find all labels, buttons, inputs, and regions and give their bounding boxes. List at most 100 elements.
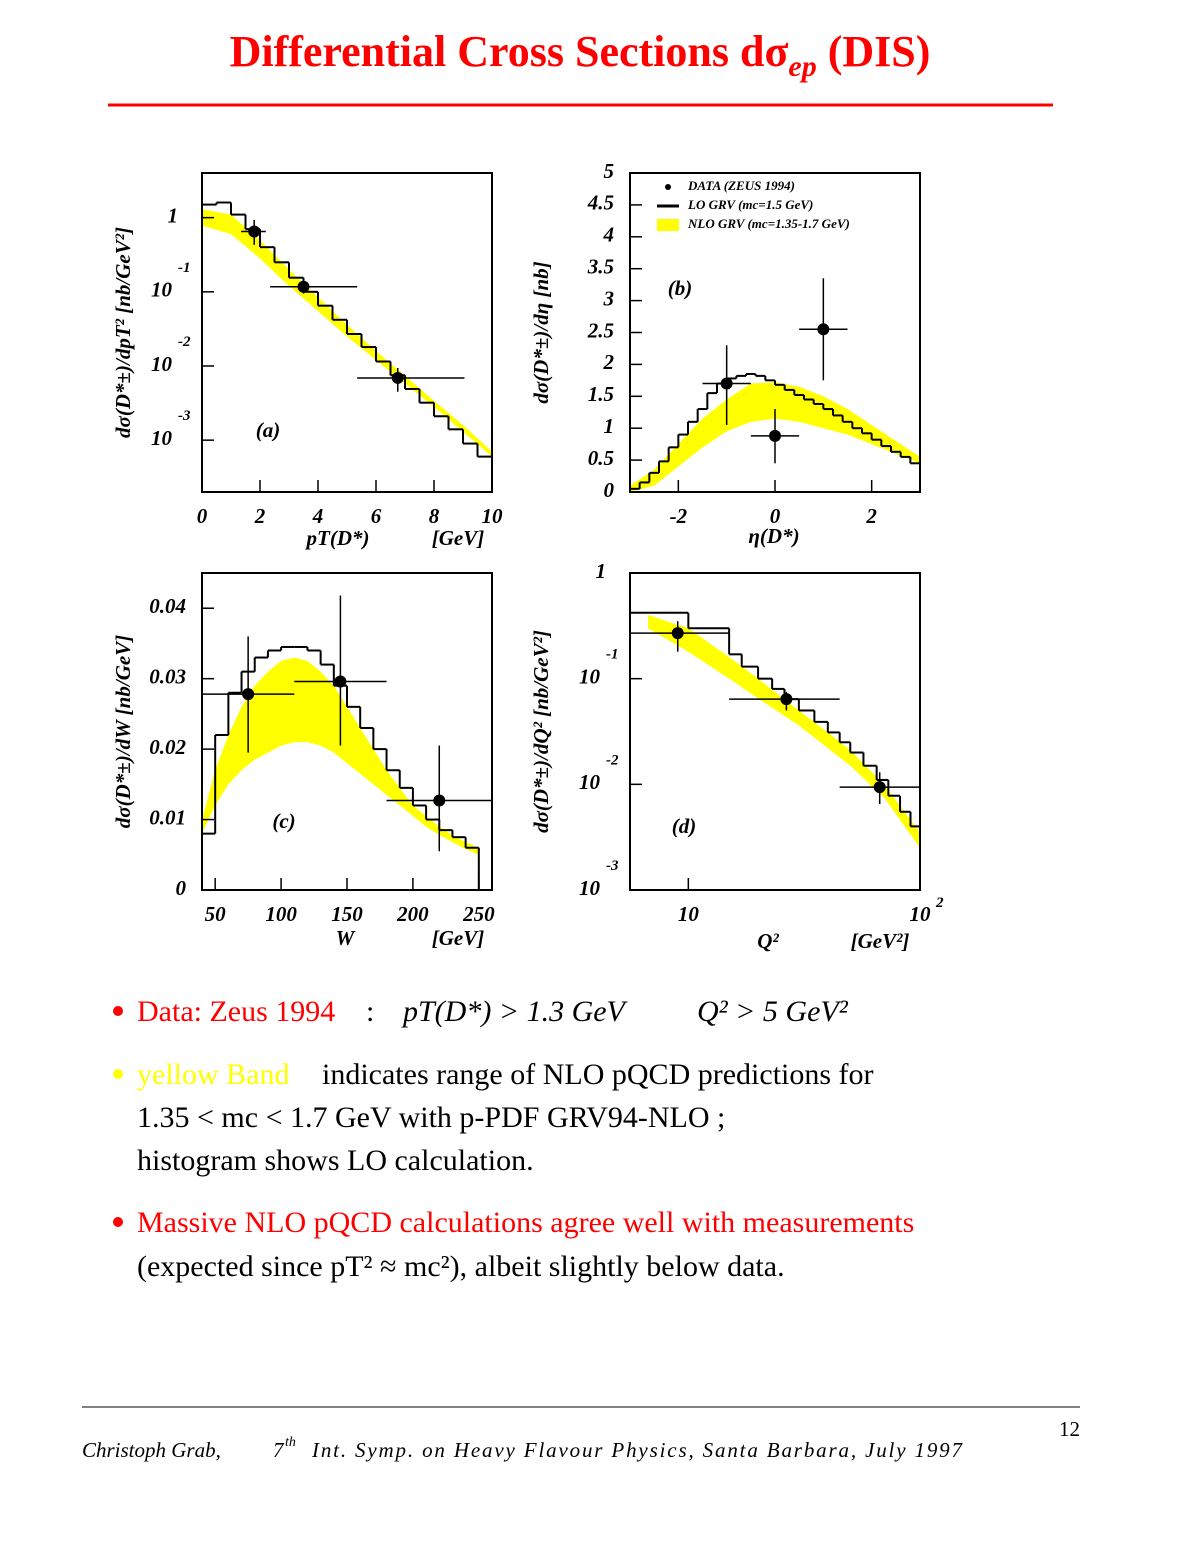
data-point	[780, 693, 793, 706]
y-tick-label: 10	[579, 876, 601, 900]
x-tick-label: 250	[462, 902, 495, 926]
y-tick-label: 4	[603, 223, 615, 247]
panel-label: (d)	[672, 814, 697, 838]
data-point	[817, 323, 830, 336]
bullet-text: histogram shows LO calculation.	[137, 1144, 534, 1177]
y-tick-label: 0	[604, 478, 615, 502]
y-axis-label: dσ(D*±)/dη [nb]	[529, 261, 553, 403]
footer-ordinal-sup: th	[285, 1435, 296, 1450]
y-tick-exponent: -3	[606, 858, 619, 874]
x-axis-unit: [GeV]	[432, 926, 484, 950]
data-point	[671, 627, 684, 640]
y-tick-label: 5	[604, 159, 615, 183]
x-tick-label: 8	[429, 504, 440, 528]
y-tick-exponent: -3	[178, 408, 191, 424]
y-tick-label: 10	[151, 352, 173, 376]
legend-marker	[657, 219, 679, 231]
footer-ordinal: 7	[273, 1438, 285, 1462]
y-tick-label: 0	[176, 876, 187, 900]
y-tick-label: 0.02	[149, 735, 186, 759]
x-axis-unit: [GeV]	[432, 526, 484, 550]
y-tick-exponent: -2	[178, 334, 191, 350]
y-tick-label: 1.5	[588, 382, 614, 406]
x-axis-label: Q²	[757, 929, 779, 953]
panel-label: (a)	[256, 418, 281, 442]
y-axis-label: dσ(D*±)/dpT² [nb/GeV²]	[111, 227, 135, 438]
x-tick-label: 10	[678, 902, 700, 926]
y-tick-exponent: -2	[606, 752, 619, 768]
bullet-dot	[113, 1069, 123, 1079]
legend-label: NLO GRV (mc=1.35-1.7 GeV)	[687, 216, 850, 231]
data-point	[391, 371, 404, 384]
bullet-text: :	[366, 995, 374, 1028]
bullet-math: Q² > 5 GeV²	[697, 995, 849, 1028]
y-tick-label: 0.5	[588, 446, 614, 470]
legend-marker	[665, 184, 671, 190]
plot-frame	[629, 572, 921, 891]
footer-author: Christoph Grab,	[82, 1438, 221, 1462]
bullet-dot	[113, 1006, 123, 1016]
nlo-band	[630, 382, 920, 492]
data-point	[248, 225, 261, 238]
data-point	[242, 688, 255, 701]
y-tick-label: 10	[579, 664, 601, 688]
y-tick-label: 2.5	[587, 318, 614, 342]
data-point	[720, 377, 733, 390]
panel-label: (c)	[272, 809, 295, 833]
y-tick-exponent: -1	[178, 260, 191, 276]
y-tick-label: 1	[604, 414, 615, 438]
page-number: 12	[1059, 1417, 1080, 1441]
x-tick-label: 10	[482, 504, 504, 528]
data-point	[297, 280, 310, 293]
bullet-highlight: yellow Band	[137, 1058, 289, 1091]
legend-label: LO GRV (mc=1.5 GeV)	[687, 197, 813, 212]
x-axis-label: η(D*)	[748, 524, 799, 548]
x-tick-label: 100	[265, 902, 297, 926]
legend-label: DATA (ZEUS 1994)	[687, 178, 795, 193]
title-sub: ep	[788, 50, 816, 83]
x-tick-label: 6	[371, 504, 382, 528]
data-point	[873, 781, 886, 794]
y-tick-label: 10	[151, 426, 173, 450]
x-tick-label: -2	[670, 504, 688, 528]
bullet-highlight: Data: Zeus 1994	[137, 995, 335, 1028]
x-tick-label: 0	[770, 504, 781, 528]
y-tick-label: 10	[579, 770, 601, 794]
title: Differential Cross Sections dσep (DIS)	[230, 27, 931, 83]
x-tick-label: 0	[197, 504, 208, 528]
y-axis-label: dσ(D*±)/dW [nb/GeV]	[111, 635, 135, 828]
y-tick-exponent: -1	[606, 647, 619, 663]
x-tick-exponent: 2	[935, 895, 944, 911]
y-tick-label: 0.04	[149, 594, 186, 618]
y-tick-label: 10	[151, 278, 173, 302]
y-tick-label: 2	[603, 350, 615, 374]
bullet-dot	[113, 1217, 123, 1227]
bullet-highlight: Massive NLO pQCD calculations agree well…	[137, 1206, 914, 1239]
y-tick-label: 1	[596, 559, 607, 583]
bullet-text: (expected since pT² ≈ mc²), albeit sligh…	[137, 1250, 785, 1283]
x-tick-label: 10	[910, 902, 932, 926]
footer-event: Int. Symp. on Heavy Flavour Physics, San…	[311, 1438, 963, 1462]
x-tick-label: 4	[312, 504, 324, 528]
bullet-math: pT(D*) > 1.3 GeV	[401, 995, 629, 1028]
x-axis-label: W	[336, 926, 356, 950]
y-tick-label: 0.01	[149, 805, 186, 829]
y-tick-label: 4.5	[587, 191, 614, 215]
bullet-text: 1.35 < mc < 1.7 GeV with p-PDF GRV94-NLO…	[137, 1101, 725, 1134]
x-tick-label: 2	[254, 504, 266, 528]
x-tick-label: 150	[331, 902, 363, 926]
data-point	[334, 675, 347, 688]
x-tick-label: 50	[205, 902, 227, 926]
bullet-text: indicates range of NLO pQCD predictions …	[322, 1058, 874, 1091]
y-tick-label: 3.5	[587, 255, 614, 279]
x-axis-unit: [GeV²]	[851, 929, 910, 953]
title-main: Differential Cross Sections dσ	[230, 27, 789, 76]
data-point	[769, 429, 781, 442]
panel-label: (b)	[668, 276, 693, 300]
y-tick-label: 1	[168, 203, 179, 227]
x-tick-label: 2	[865, 504, 877, 528]
y-tick-label: 0.03	[149, 664, 186, 688]
y-axis-label: dσ(D*±)/dQ² [nb/GeV²]	[529, 630, 553, 833]
